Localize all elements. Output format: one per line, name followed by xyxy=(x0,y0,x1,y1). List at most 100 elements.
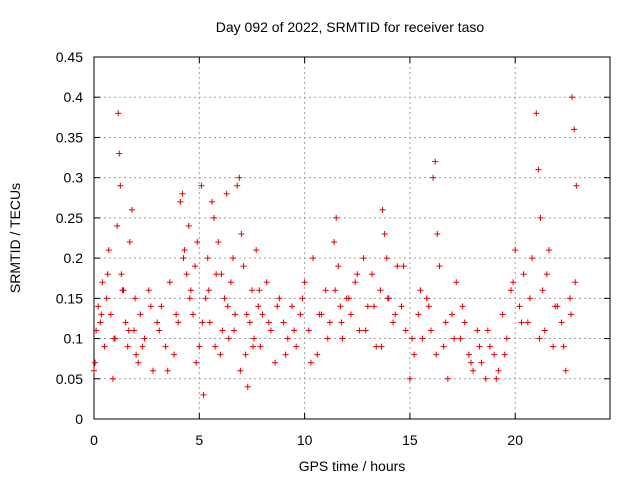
data-point xyxy=(274,303,281,310)
data-point xyxy=(347,311,354,318)
data-point xyxy=(568,311,575,318)
data-point xyxy=(91,367,97,374)
data-point xyxy=(205,287,212,294)
data-point xyxy=(314,351,321,358)
data-point xyxy=(503,335,510,342)
data-point xyxy=(430,174,437,181)
y-tick-label: 0 xyxy=(75,411,83,427)
data-point xyxy=(345,295,352,302)
data-point xyxy=(128,206,135,213)
data-point xyxy=(510,279,517,286)
data-point xyxy=(103,295,110,302)
grid-lines xyxy=(94,57,610,419)
data-point xyxy=(204,255,211,262)
data-point xyxy=(493,375,500,382)
data-point xyxy=(145,287,152,294)
data-point xyxy=(558,319,565,326)
data-point xyxy=(326,319,333,326)
data-point xyxy=(529,255,536,262)
data-point xyxy=(524,319,531,326)
data-point xyxy=(192,263,199,270)
data-point xyxy=(392,311,399,318)
data-point xyxy=(101,343,108,350)
data-point xyxy=(316,311,323,318)
data-point xyxy=(92,359,99,366)
data-point xyxy=(433,351,440,358)
data-point xyxy=(109,375,116,382)
data-point xyxy=(166,279,173,286)
data-point xyxy=(537,214,544,221)
data-point xyxy=(227,279,234,286)
data-point xyxy=(141,335,148,342)
data-point xyxy=(115,110,122,117)
data-point xyxy=(135,359,142,366)
data-point xyxy=(541,327,548,334)
data-point xyxy=(107,311,114,318)
y-tick-label: 0.35 xyxy=(56,129,83,145)
data-point xyxy=(196,343,203,350)
data-point xyxy=(237,367,244,374)
data-point xyxy=(310,255,317,262)
data-point xyxy=(512,247,519,254)
y-tick-label: 0.3 xyxy=(64,170,84,186)
y-axis-label: SRMTID / TECUs xyxy=(7,183,23,293)
data-point xyxy=(267,327,274,334)
data-point xyxy=(280,319,287,326)
data-point xyxy=(436,263,443,270)
data-point xyxy=(539,287,546,294)
data-point xyxy=(364,303,371,310)
data-point xyxy=(230,255,237,262)
data-point xyxy=(461,319,468,326)
data-point xyxy=(465,351,472,358)
data-point xyxy=(156,327,163,334)
data-point xyxy=(419,335,426,342)
data-point xyxy=(474,327,481,334)
data-point xyxy=(282,351,289,358)
data-point xyxy=(217,351,224,358)
data-point xyxy=(390,319,397,326)
data-point xyxy=(234,182,241,189)
data-point xyxy=(212,343,219,350)
data-point xyxy=(486,343,493,350)
data-point xyxy=(332,287,339,294)
x-axis-label: GPS time / hours xyxy=(299,458,406,474)
data-point xyxy=(495,367,502,374)
data-point xyxy=(139,343,146,350)
y-tick-label: 0.2 xyxy=(64,250,84,266)
data-point xyxy=(484,327,491,334)
data-point xyxy=(171,351,178,358)
data-point xyxy=(147,303,154,310)
data-point xyxy=(508,287,515,294)
data-point xyxy=(200,391,207,398)
data-point xyxy=(187,287,194,294)
data-point xyxy=(299,295,306,302)
data-point xyxy=(453,279,460,286)
data-point xyxy=(186,295,193,302)
data-point xyxy=(119,287,126,294)
data-point xyxy=(253,247,260,254)
data-point xyxy=(257,343,264,350)
data-point xyxy=(379,206,386,213)
data-point xyxy=(236,174,243,181)
data-point xyxy=(276,295,283,302)
data-point xyxy=(369,271,376,278)
data-point xyxy=(338,319,345,326)
data-point xyxy=(516,303,523,310)
data-point xyxy=(432,158,439,165)
data-point xyxy=(164,367,171,374)
data-point xyxy=(219,327,226,334)
data-point xyxy=(243,311,250,318)
data-point xyxy=(518,319,525,326)
data-point xyxy=(231,327,238,334)
data-point xyxy=(180,255,187,262)
data-point xyxy=(552,303,559,310)
plot-frame xyxy=(93,56,611,420)
x-tick-label: 5 xyxy=(195,432,203,448)
data-point xyxy=(179,190,186,197)
data-point xyxy=(354,271,361,278)
y-tick-label: 0.05 xyxy=(56,371,83,387)
data-point xyxy=(259,311,266,318)
data-point xyxy=(573,182,580,189)
data-point xyxy=(423,295,430,302)
